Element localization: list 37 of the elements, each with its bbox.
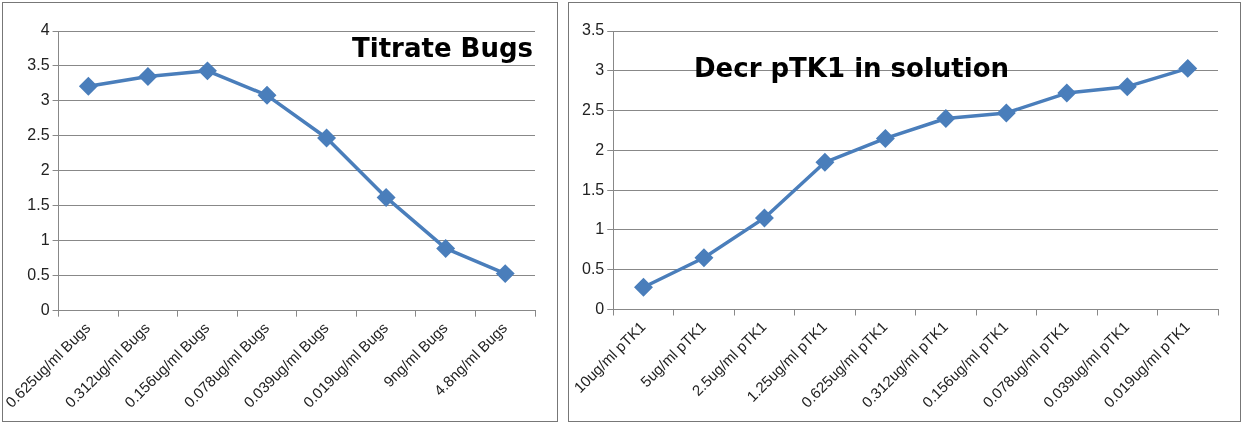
point [937,109,955,128]
point [634,278,653,296]
y-tick-label: 0.5 [581,260,605,278]
point [755,209,774,227]
y-tick-label: 3 [40,91,50,109]
point [79,77,98,95]
point [317,129,336,147]
y-tick-label: 4 [40,21,50,39]
point [198,62,217,80]
y-tick-label: 0 [40,301,50,319]
point [139,67,157,86]
y-tick-label: 3.5 [581,21,605,39]
point [1058,84,1076,102]
point [876,129,895,148]
y-tick-label: 2 [595,140,605,158]
point [1179,59,1197,78]
point [997,104,1016,122]
text: Decr pTK1 in solution [694,53,1010,83]
point [695,249,713,267]
y-tick-label: 3 [595,61,605,79]
y-tick-label: 3.5 [27,56,50,74]
y-tick-label: 1 [40,231,50,249]
y-tick-label: 2.5 [581,100,605,118]
point [436,239,455,258]
y-tick-label: 0 [595,299,605,317]
y-tick-label: 1 [595,220,605,238]
y-tick-label: 1.5 [581,180,605,198]
point [1118,77,1137,96]
y-tick-label: 1.5 [27,196,50,214]
point [816,153,834,172]
point [258,86,276,105]
y-tick-label: 2 [40,161,50,179]
point [496,264,514,283]
y-tick-label: 0.5 [27,266,50,284]
chart-title: Titrate Bugs [352,33,533,63]
y-tick-label: 2.5 [27,126,50,144]
point [377,188,395,207]
